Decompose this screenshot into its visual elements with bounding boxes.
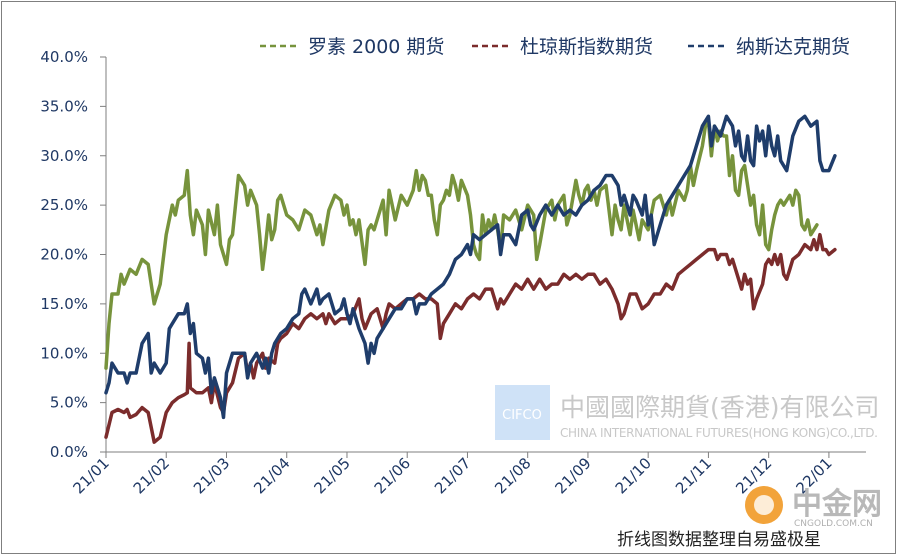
y-tick-label: 0.0% (50, 443, 88, 461)
y-tick-label: 30.0% (40, 147, 88, 165)
legend-label-0: 罗素 2000 期货 (308, 36, 444, 58)
cifco-logo-box (495, 385, 550, 440)
site-logo-sub: CNGOLD.COM.CN (794, 519, 873, 529)
x-tick-label: 21/09 (551, 454, 594, 497)
x-tick-label: 21/10 (612, 454, 655, 497)
x-tick-label: 21/07 (431, 454, 474, 497)
y-tick-label: 25.0% (40, 196, 88, 214)
legend-label-1: 杜琼斯指数期货 (520, 36, 653, 58)
site-logo-text: 中金网 (792, 487, 882, 522)
series-line-2 (104, 114, 837, 420)
x-tick-label: 21/06 (371, 454, 414, 497)
y-tick-label: 5.0% (50, 394, 88, 412)
x-axis-ticks: 21/01 21/02 21/03 21/04 21/05 21/06 21/07 21/08… (70, 452, 836, 497)
legend: 罗素 2000 期货 杜琼斯指数期货 纳斯达克期货 (260, 36, 850, 58)
caption: 折线图数据整理自易盛极星 (617, 530, 821, 550)
x-tick-label: 21/05 (311, 454, 354, 497)
cifco-logo-text: CIFCO (502, 408, 542, 423)
x-tick-label: 21/03 (190, 454, 233, 497)
y-axis-ticks: 0.0% 5.0% 10.0% 15.0% 20.0% 25.0% 30.0% 35.0% 40… (40, 48, 106, 461)
series-lines (104, 114, 837, 444)
site-logo-icon-inner (754, 495, 774, 515)
y-tick-label: 40.0% (40, 48, 88, 66)
cifco-watermark: CIFCO 中國國際期貨(香港)有限公司 CHINA INTERNATIONAL… (495, 385, 880, 440)
x-tick-label: 21/04 (250, 454, 293, 497)
cifco-name-cn: 中國國際期貨(香港)有限公司 (560, 393, 880, 422)
y-tick-label: 35.0% (40, 97, 88, 115)
site-logo: 中金网 CNGOLD.COM.CN (745, 486, 882, 529)
x-tick-label: 21/02 (130, 454, 173, 497)
y-tick-label: 20.0% (40, 246, 88, 264)
x-tick-label: 21/11 (672, 454, 715, 497)
cifco-name-en: CHINA INTERNATIONAL FUTURES(HONG KONG)CO… (560, 426, 878, 440)
legend-label-2: 纳斯达克期货 (736, 36, 850, 58)
y-tick-label: 10.0% (40, 344, 88, 362)
series-line-0 (104, 119, 819, 370)
x-tick-label: 21/08 (491, 454, 534, 497)
y-tick-label: 15.0% (40, 295, 88, 313)
